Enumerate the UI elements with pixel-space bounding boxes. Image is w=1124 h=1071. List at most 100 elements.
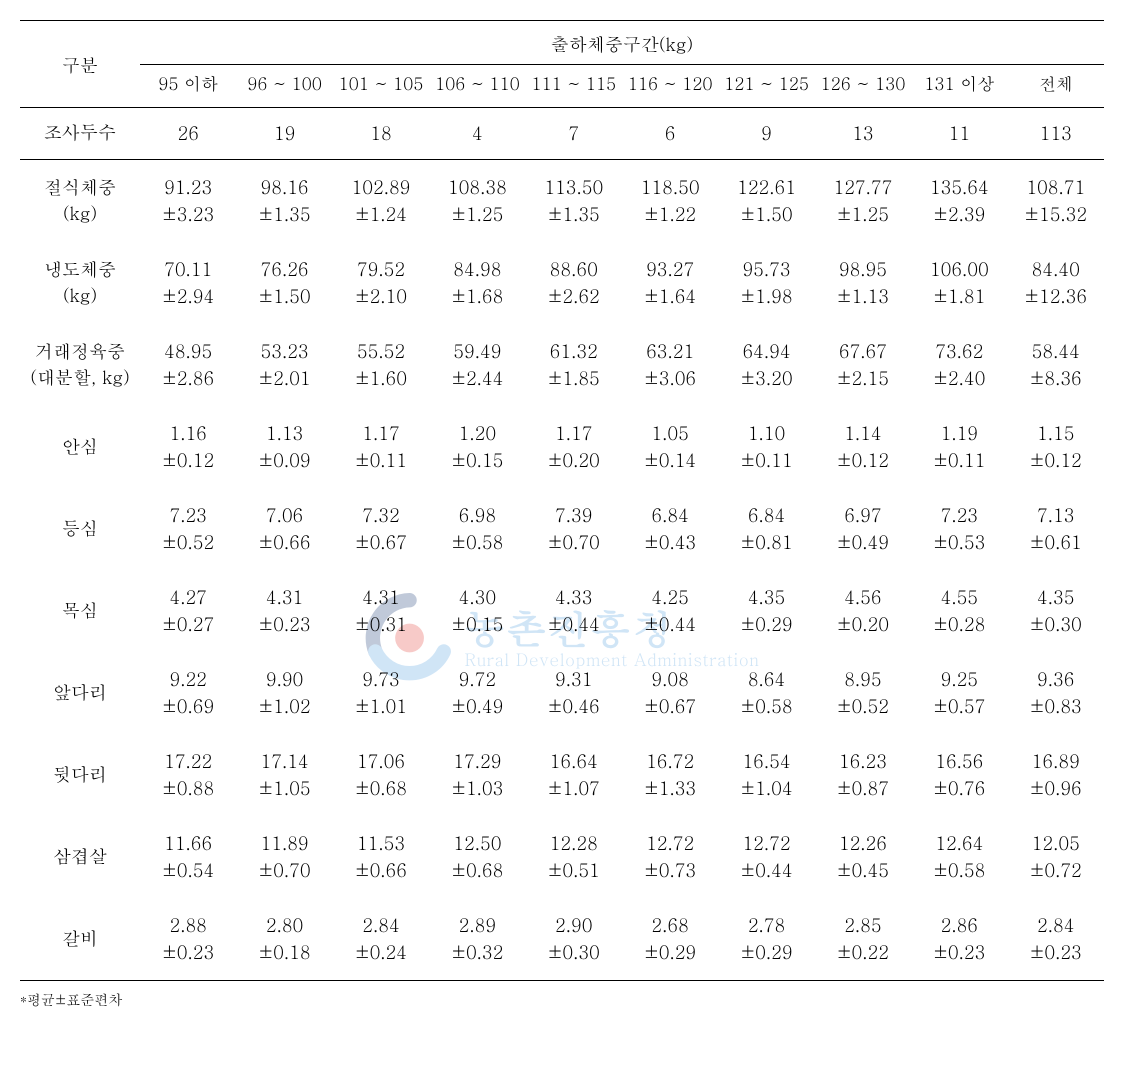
data-cell: 12.72±0.73	[622, 816, 718, 898]
col-h-7: 126 ~ 130	[815, 65, 911, 108]
cell-mean: 9.72	[431, 666, 523, 693]
table-row: 냉도체중(kg)70.11±2.9476.26±1.5079.52±2.1084…	[20, 242, 1104, 324]
col-h-1: 96 ~ 100	[236, 65, 332, 108]
data-cell: 6.97±0.49	[815, 488, 911, 570]
cell-mean: 88.60	[528, 256, 620, 283]
cell-sd: ±0.28	[913, 611, 1005, 638]
cell-sd: ±0.70	[528, 529, 620, 556]
cell-sd: ±0.54	[142, 857, 234, 884]
cell-mean: 17.29	[431, 748, 523, 775]
cell-sd: ±0.23	[913, 939, 1005, 966]
data-cell: 135.64±2.39	[911, 159, 1007, 242]
cell-mean: 2.89	[431, 912, 523, 939]
cell-sd: ±0.69	[142, 693, 234, 720]
data-cell: 59.49±2.44	[429, 324, 525, 406]
count-label: 조사두수	[20, 107, 140, 159]
data-cell: 7.06±0.66	[236, 488, 332, 570]
cell-mean: 98.16	[238, 174, 330, 201]
data-cell: 16.64±1.07	[526, 734, 622, 816]
cell-sd: ±0.29	[720, 939, 812, 966]
cell-mean: 12.72	[720, 830, 812, 857]
data-cell: 16.23±0.87	[815, 734, 911, 816]
cell-sd: ±1.35	[528, 201, 620, 228]
count-cell: 26	[140, 107, 236, 159]
cell-mean: 7.13	[1010, 502, 1102, 529]
data-cell: 9.90±1.02	[236, 652, 332, 734]
cell-sd: ±0.30	[528, 939, 620, 966]
row-label: 목심	[20, 570, 140, 652]
cell-mean: 1.13	[238, 420, 330, 447]
cell-mean: 4.35	[1010, 584, 1102, 611]
cell-mean: 12.28	[528, 830, 620, 857]
cell-mean: 73.62	[913, 338, 1005, 365]
row-label-header: 구분	[20, 21, 140, 108]
data-cell: 1.05±0.14	[622, 406, 718, 488]
data-cell: 12.28±0.51	[526, 816, 622, 898]
cell-sd: ±2.44	[431, 365, 523, 392]
cell-sd: ±0.51	[528, 857, 620, 884]
row-label: 등심	[20, 488, 140, 570]
data-cell: 12.64±0.58	[911, 816, 1007, 898]
cell-sd: ±1.22	[624, 201, 716, 228]
row-label: 뒷다리	[20, 734, 140, 816]
data-cell: 48.95±2.86	[140, 324, 236, 406]
data-cell: 9.73±1.01	[333, 652, 429, 734]
cell-sd: ±0.46	[528, 693, 620, 720]
data-cell: 7.23±0.53	[911, 488, 1007, 570]
data-cell: 11.66±0.54	[140, 816, 236, 898]
data-cell: 127.77±1.25	[815, 159, 911, 242]
data-cell: 79.52±2.10	[333, 242, 429, 324]
cell-sd: ±0.15	[431, 447, 523, 474]
data-cell: 9.72±0.49	[429, 652, 525, 734]
cell-mean: 16.72	[624, 748, 716, 775]
data-cell: 2.84±0.23	[1008, 898, 1104, 981]
data-cell: 6.98±0.58	[429, 488, 525, 570]
data-cell: 7.13±0.61	[1008, 488, 1104, 570]
cell-sd: ±0.66	[335, 857, 427, 884]
cell-mean: 102.89	[335, 174, 427, 201]
cell-mean: 76.26	[238, 256, 330, 283]
data-cell: 1.17±0.20	[526, 406, 622, 488]
cell-sd: ±2.10	[335, 283, 427, 310]
data-cell: 1.10±0.11	[718, 406, 814, 488]
cell-sd: ±0.72	[1010, 857, 1102, 884]
cell-sd: ±0.45	[817, 857, 909, 884]
cell-mean: 4.30	[431, 584, 523, 611]
cell-sd: ±15.32	[1010, 201, 1102, 228]
data-cell: 84.40±12.36	[1008, 242, 1104, 324]
cell-mean: 84.40	[1010, 256, 1102, 283]
cell-sd: ±0.12	[142, 447, 234, 474]
data-cell: 4.35±0.30	[1008, 570, 1104, 652]
cell-mean: 4.56	[817, 584, 909, 611]
cell-mean: 1.05	[624, 420, 716, 447]
data-cell: 12.26±0.45	[815, 816, 911, 898]
data-cell: 2.85±0.22	[815, 898, 911, 981]
cell-sd: ±0.83	[1010, 693, 1102, 720]
cell-mean: 12.05	[1010, 830, 1102, 857]
table-row: 등심7.23±0.527.06±0.667.32±0.676.98±0.587.…	[20, 488, 1104, 570]
count-cell: 13	[815, 107, 911, 159]
count-cell: 6	[622, 107, 718, 159]
cell-sd: ±0.09	[238, 447, 330, 474]
count-cell: 19	[236, 107, 332, 159]
cell-sd: ±1.50	[720, 201, 812, 228]
cell-sd: ±1.25	[817, 201, 909, 228]
cell-sd: ±1.07	[528, 775, 620, 802]
cell-sd: ±0.23	[1010, 939, 1102, 966]
count-cell: 7	[526, 107, 622, 159]
data-cell: 4.30±0.15	[429, 570, 525, 652]
data-cell: 1.19±0.11	[911, 406, 1007, 488]
cell-mean: 11.53	[335, 830, 427, 857]
cell-mean: 4.33	[528, 584, 620, 611]
data-cell: 12.72±0.44	[718, 816, 814, 898]
cell-mean: 48.95	[142, 338, 234, 365]
row-label: 거래정육중(대분할, kg)	[20, 324, 140, 406]
cell-sd: ±0.76	[913, 775, 1005, 802]
row-label: 앞다리	[20, 652, 140, 734]
table-row: 뒷다리17.22±0.8817.14±1.0517.06±0.6817.29±1…	[20, 734, 1104, 816]
cell-sd: ±0.81	[720, 529, 812, 556]
cell-mean: 11.89	[238, 830, 330, 857]
data-cell: 4.27±0.27	[140, 570, 236, 652]
data-cell: 8.64±0.58	[718, 652, 814, 734]
count-cell: 9	[718, 107, 814, 159]
